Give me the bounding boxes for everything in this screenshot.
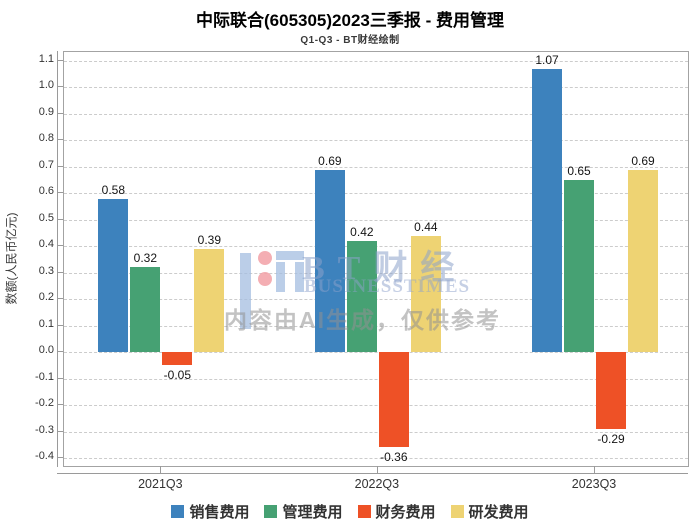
gridline [64,352,688,354]
gridline [64,166,688,168]
bar-value-label: -0.05 [163,368,192,383]
y-tick [57,112,63,114]
gridline [64,140,688,142]
x-category-label: 2023Q3 [571,477,617,491]
y-tick-label: 0.8 [38,132,54,145]
y-tick [57,351,63,353]
legend-swatch [357,505,371,518]
bar-value-label: 0.42 [350,224,374,239]
bar [162,352,193,366]
gridline [64,113,688,115]
x-tick [160,466,162,473]
chart-subtitle: Q1-Q3 - BT财经绘制 [300,35,400,46]
y-tick [57,218,63,220]
y-tick-label: 0.2 [38,291,54,304]
y-tick-label: 0.1 [38,317,54,330]
y-tick [57,430,63,432]
y-tick [57,60,63,61]
bar-value-label: 0.32 [133,251,158,266]
bar-value-label: 0.39 [197,232,222,247]
y-tick-label: 0.7 [38,158,54,171]
y-tick-label: 0.4 [38,238,54,251]
y-tick [57,271,63,273]
x-category-label: 2021Q3 [138,477,183,491]
bar-value-label: -0.36 [380,450,408,465]
bar [410,235,441,353]
bar-value-label: 0.69 [631,153,655,168]
gridline [64,431,688,433]
bar-value-label: 1.07 [535,52,559,67]
gridline [64,87,688,89]
y-tick-label: -0.3 [35,423,54,436]
y-tick [57,457,63,458]
bar [628,169,659,353]
plot-area: 0.58 0.69 1.07 0.32 0.42 0.65 -0.05 -0.36 -0.29 0… [63,51,689,467]
legend: 销售费用 管理费用 财务费用 研发费用 [0,501,700,522]
bar [194,248,225,353]
legend-item: 管理费用 [264,501,343,522]
legend-swatch [171,505,185,518]
bar [130,267,161,353]
gridline [64,378,688,380]
x-axis-line [57,473,688,474]
y-tick [57,165,63,167]
bar [378,352,409,448]
legend-swatch [450,505,464,518]
chart-title: 中际联合(605305)2023三季报 - 费用管理 [196,11,504,30]
y-axis-label: 数额(人民币亿元) [4,212,19,304]
y-tick [57,245,63,247]
x-tick [594,466,596,473]
y-tick-label: 0.6 [38,185,54,198]
legend-label: 销售费用 [189,504,250,521]
y-tick-label: -0.1 [35,370,54,383]
gridline [64,458,688,459]
gridline [64,219,688,221]
y-tick [57,86,63,88]
bar [532,68,563,353]
y-tick [57,377,63,379]
bar-value-label: 0.65 [567,164,591,179]
gridline [64,405,688,407]
bar-value-label: 0.58 [101,182,126,197]
x-tick [376,466,378,473]
y-tick [57,404,63,406]
y-tick-label: 0.5 [38,211,54,224]
y-tick [57,298,63,300]
bar-value-label: 0.44 [414,219,438,234]
y-tick-label: 0.9 [38,105,54,118]
legend-item: 财务费用 [357,501,436,522]
legend-swatch [264,505,278,518]
legend-item: 研发费用 [450,501,529,522]
bar [346,240,377,353]
gridline [64,61,688,62]
bar [596,352,627,429]
y-tick-label: 0.3 [38,264,54,277]
y-tick-label: 1.0 [38,79,54,92]
legend-label: 研发费用 [468,504,529,521]
y-tick [57,192,63,194]
y-tick-label: 0.0 [38,344,54,357]
y-tick [57,139,63,141]
y-tick-label: 1.1 [38,53,54,65]
bar-value-label: 0.69 [318,153,342,168]
y-tick-label: -0.2 [35,397,54,410]
y-tick-label: -0.4 [35,450,54,462]
gridline [64,193,688,195]
bar [564,180,595,353]
legend-item: 销售费用 [171,501,249,522]
legend-label: 财务费用 [375,504,436,521]
bar [98,198,129,353]
x-category-label: 2022Q3 [354,477,400,491]
y-tick [57,324,63,326]
y-axis-line [57,51,58,467]
legend-label: 管理费用 [282,504,343,521]
bar-value-label: -0.29 [597,431,625,446]
bar [314,169,345,353]
